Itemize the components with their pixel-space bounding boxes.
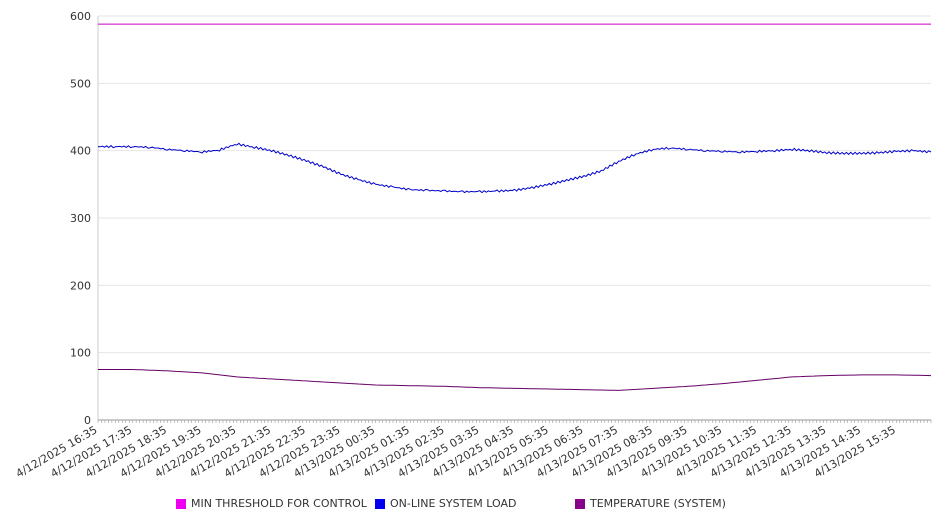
legend-item-min-threshold[interactable]: MIN THRESHOLD FOR CONTROL [176, 497, 367, 510]
legend-label-online-system-load: ON-LINE SYSTEM LOAD [390, 497, 517, 510]
legend-item-online-system-load[interactable]: ON-LINE SYSTEM LOAD [375, 497, 516, 510]
axes [97, 16, 932, 423]
y-tick-label: 300 [70, 212, 91, 225]
series-line-temperature-system [98, 369, 932, 391]
x-axis-ticks: 4/12/2025 16:354/12/2025 17:354/12/2025 … [14, 423, 898, 480]
legend-swatch-min-threshold [176, 498, 186, 509]
y-tick-label: 200 [70, 279, 91, 292]
series-lines [97, 23, 932, 391]
y-tick-label: 100 [70, 347, 91, 360]
legend-swatch-temperature-system [575, 498, 585, 509]
y-tick-label: 400 [70, 145, 91, 158]
legend-item-temperature-system[interactable]: TEMPERATURE (SYSTEM) [575, 497, 726, 510]
y-tick-label: 0 [84, 414, 91, 427]
legend-label-min-threshold: MIN THRESHOLD FOR CONTROL [191, 497, 367, 510]
series-line-on-line-system-load [97, 142, 932, 194]
grid-lines [98, 15, 931, 354]
y-axis-ticks: 0 100 200 300 400 500 600 [70, 10, 91, 427]
y-tick-label: 500 [70, 77, 91, 90]
y-tick-label: 600 [70, 10, 91, 23]
legend-swatch-online-system-load [375, 498, 385, 509]
legend: MIN THRESHOLD FOR CONTROL ON-LINE SYSTEM… [0, 497, 946, 515]
legend-label-temperature-system: TEMPERATURE (SYSTEM) [590, 497, 726, 510]
